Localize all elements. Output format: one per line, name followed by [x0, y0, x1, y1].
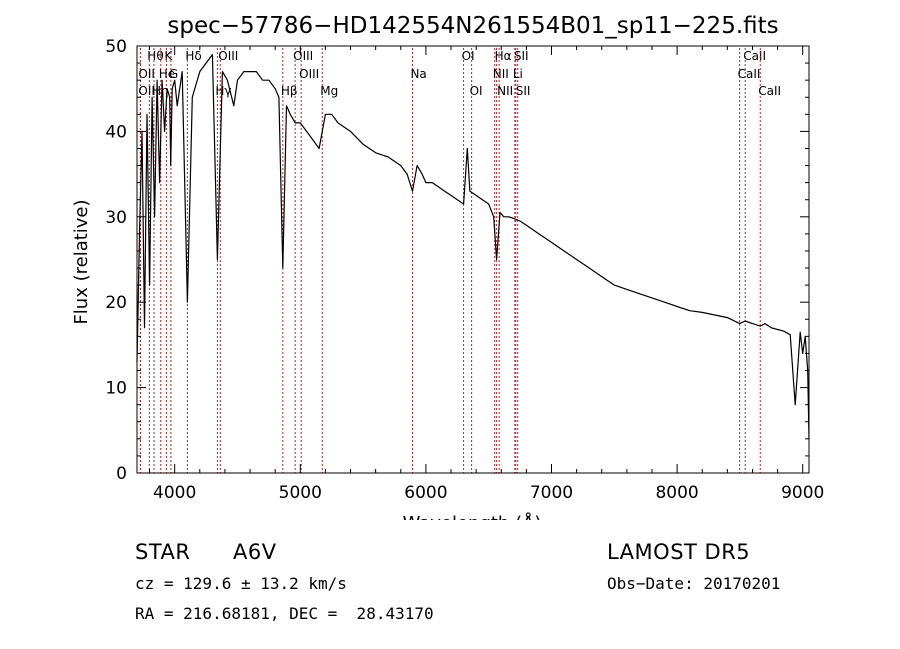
chart-title: spec−57786−HD142554N261554B01_sp11−225.f… [167, 13, 778, 39]
line-marker-label: CaII [743, 49, 766, 63]
line-marker-label: OII [138, 67, 155, 81]
line-marker-label: NII [497, 84, 513, 98]
x-tick-label: 9000 [781, 483, 824, 503]
coordinates: RA = 216.68181, DEC = 28.43170 [135, 604, 434, 623]
line-marker-label: G [169, 67, 178, 81]
x-tick-label: 7000 [530, 483, 573, 503]
y-tick-label: 10 [105, 379, 127, 399]
line-marker-label: OII [138, 84, 155, 98]
x-tick-label: 8000 [655, 483, 698, 503]
line-marker-label: Na [410, 67, 426, 81]
line-marker-label: Hβ [281, 84, 298, 98]
line-marker-label: Hγ [215, 84, 231, 98]
spectrum-chart: spec−57786−HD142554N261554B01_sp11−225.f… [71, 13, 824, 520]
line-marker-label: Hα [495, 49, 512, 63]
line-marker-label: OIII [299, 67, 319, 81]
survey-name: LAMOST DR5 [607, 540, 751, 564]
object-class: STAR [135, 540, 191, 564]
line-marker-label: Mg [320, 84, 338, 98]
y-axis-label: Flux (relative) [71, 199, 92, 324]
obs-date: Obs−Date: 20170201 [607, 574, 781, 593]
y-tick-label: 0 [116, 464, 127, 484]
series-layer [136, 53, 810, 439]
line-marker-label: SII [514, 49, 529, 63]
line-marker-label: CaII [738, 67, 761, 81]
y-tick-label: 50 [105, 37, 127, 57]
plot-frame [136, 45, 810, 474]
redshift-readout: cz = 129.6 ± 13.2 km/s [135, 574, 347, 593]
line-marker-label: Hδ [185, 49, 201, 63]
line-marker-label: OIII [293, 49, 313, 63]
line-marker-label: Hθ [147, 49, 163, 63]
line-marker-label: SII [516, 84, 531, 98]
line-marker-label: OI [462, 49, 475, 63]
y-tick-label: 40 [105, 122, 127, 142]
object-subclass: A6V [233, 540, 277, 564]
axis-ticks: 4000 5000 6000 7000 8000 9000 0 10 20 30 40 50 [105, 37, 824, 503]
line-marker-label: K [164, 49, 173, 63]
line-marker-label: NII [493, 67, 509, 81]
line-marker-label: CaII [758, 84, 781, 98]
y-tick-label: 30 [105, 208, 127, 228]
y-tick-label: 20 [105, 293, 127, 313]
x-tick-label: 4000 [153, 483, 196, 503]
line-marker-label: OIII [218, 49, 238, 63]
x-tick-label: 5000 [279, 483, 322, 503]
line-marker-label: OI [470, 84, 483, 98]
line-marker-label: Hη [152, 84, 169, 98]
x-axis-label: Wavelength (Å) [403, 512, 542, 520]
spectrum-series-line [136, 53, 810, 439]
x-tick-label: 6000 [404, 483, 447, 503]
